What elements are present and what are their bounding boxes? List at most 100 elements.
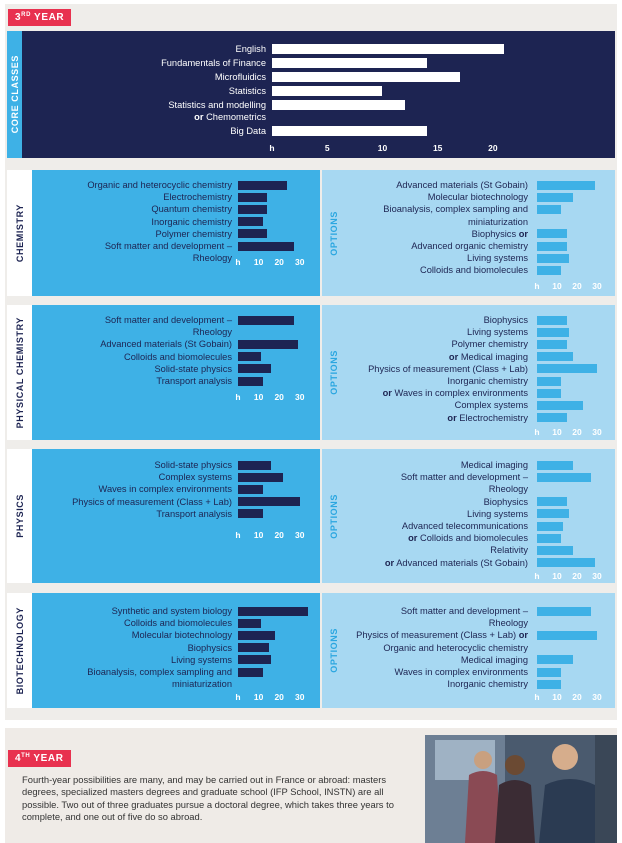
bar bbox=[537, 460, 573, 470]
x-tick-label: 10 bbox=[253, 257, 264, 267]
bar bbox=[537, 205, 561, 214]
x-tick-label: 30 bbox=[592, 692, 602, 702]
bar bbox=[238, 241, 294, 251]
x-tick-label: h bbox=[534, 281, 540, 291]
x-tick-label: h bbox=[534, 571, 540, 581]
category-label: or Electrochemistry bbox=[447, 412, 528, 423]
bar bbox=[272, 126, 427, 136]
category-label: Physics of measurement (Class + Lab) bbox=[72, 496, 232, 507]
x-tick-label: 10 bbox=[552, 571, 562, 581]
bar bbox=[238, 667, 263, 677]
category-label: Organic and heterocyclic chemistry bbox=[383, 642, 528, 653]
category-label: Soft matter and development – Rheology bbox=[400, 606, 528, 629]
x-tick-label: 20 bbox=[274, 392, 284, 402]
x-tick-label: 10 bbox=[552, 692, 562, 702]
bar bbox=[238, 472, 284, 482]
x-tick-label: 30 bbox=[295, 530, 305, 540]
bar bbox=[537, 340, 567, 349]
core-strip-bg bbox=[7, 170, 32, 296]
category-label: or Waves in complex environments bbox=[382, 388, 528, 399]
bar bbox=[537, 472, 591, 482]
x-tick-label: 5 bbox=[324, 143, 330, 153]
bar bbox=[272, 86, 383, 96]
bar bbox=[238, 606, 308, 616]
bar bbox=[238, 655, 271, 665]
category-label: Bioanalysis, complex sampling and miniat… bbox=[87, 667, 232, 690]
bar bbox=[537, 229, 567, 239]
bar bbox=[537, 606, 591, 616]
bar bbox=[238, 485, 263, 494]
x-tick-label: h bbox=[235, 257, 241, 267]
bar bbox=[537, 546, 573, 555]
x-tick-label: h bbox=[235, 392, 241, 402]
bar bbox=[537, 558, 595, 568]
bar bbox=[537, 631, 597, 640]
category-label: Microfluidics bbox=[214, 72, 266, 82]
bar bbox=[537, 192, 573, 202]
x-tick-label: 20 bbox=[274, 530, 284, 540]
x-tick-label: 10 bbox=[253, 392, 264, 402]
category-label: Soft matter and development – Rheology bbox=[400, 472, 528, 495]
category-label: Inorganic chemistry bbox=[151, 216, 232, 227]
category-label: Advanced materials (St Gobain) bbox=[396, 180, 528, 190]
core-panel bbox=[32, 305, 320, 440]
core-panel bbox=[32, 170, 320, 296]
category-label: Transport analysis bbox=[156, 376, 232, 386]
category-label: Inorganic chemistry bbox=[447, 679, 528, 690]
x-tick-label: 30 bbox=[592, 571, 602, 581]
x-tick-label: 10 bbox=[552, 427, 562, 437]
category-label: Biophysics bbox=[483, 315, 528, 325]
bar bbox=[537, 413, 567, 423]
x-tick-label: 30 bbox=[592, 427, 602, 437]
bar bbox=[537, 401, 583, 410]
bar bbox=[272, 72, 460, 82]
x-tick-label: 20 bbox=[572, 571, 582, 581]
category-label: Quantum chemistry bbox=[151, 204, 232, 215]
category-label: Advanced materials (St Gobain) bbox=[100, 339, 232, 350]
bar bbox=[238, 364, 271, 374]
bar bbox=[272, 100, 405, 110]
category-label: Physics of measurement (Class + Lab) bbox=[368, 363, 528, 374]
year3-tag: 3RD YEAR bbox=[8, 9, 72, 26]
category-label: Biophysics bbox=[483, 496, 528, 507]
x-tick-label: 10 bbox=[552, 281, 562, 291]
category-label: Organic and heterocyclic chemistry bbox=[87, 180, 232, 190]
x-tick-label: h bbox=[235, 692, 241, 702]
category-label: Transport analysis bbox=[156, 508, 232, 519]
bar bbox=[238, 509, 263, 519]
bar bbox=[238, 460, 271, 470]
bar bbox=[537, 667, 561, 677]
bar bbox=[238, 497, 300, 507]
bar bbox=[537, 364, 597, 374]
x-tick-label: 20 bbox=[572, 692, 582, 702]
category-label: Soft matter and development – Rheology bbox=[104, 315, 232, 338]
bar bbox=[537, 521, 563, 531]
bar bbox=[238, 352, 261, 362]
core-strip: CORE CLASSES bbox=[7, 31, 22, 158]
bar bbox=[238, 205, 267, 214]
x-tick-label: 15 bbox=[432, 143, 443, 153]
x-tick-label: 30 bbox=[295, 392, 305, 402]
x-tick-label: h bbox=[235, 530, 241, 540]
category-label: Fundamentals of Finance bbox=[161, 58, 266, 68]
category-label: Colloids and biomolecules bbox=[123, 618, 232, 629]
core-strip-bg bbox=[7, 305, 32, 440]
bar bbox=[238, 192, 267, 202]
category-label: Soft matter and development – Rheology bbox=[104, 241, 232, 264]
category-label: Synthetic and system biology bbox=[111, 606, 232, 616]
bar bbox=[238, 618, 261, 628]
category-label: Medical imaging bbox=[460, 460, 528, 470]
bar bbox=[272, 44, 504, 54]
category-label: Relativity bbox=[490, 545, 528, 556]
category-label: Statistics bbox=[228, 86, 266, 96]
year-word: YEAR bbox=[34, 12, 65, 23]
bar bbox=[537, 315, 567, 325]
category-label: Bioanalysis, complex sampling and miniat… bbox=[383, 204, 528, 227]
bar bbox=[537, 180, 595, 190]
bar bbox=[537, 388, 561, 398]
core-strip-bg bbox=[7, 593, 32, 708]
bar bbox=[537, 679, 561, 689]
bar bbox=[238, 340, 298, 349]
bar bbox=[537, 241, 567, 251]
